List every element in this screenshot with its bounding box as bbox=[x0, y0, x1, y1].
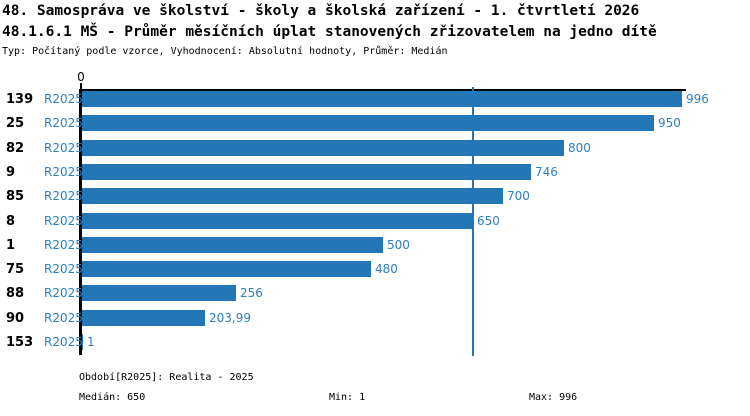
bar-value-label: 203,99 bbox=[209, 311, 251, 325]
median-reference-line bbox=[472, 87, 474, 356]
report-title-line1: 48. Samospráva ve školství - školy a ško… bbox=[2, 3, 640, 19]
bar bbox=[82, 334, 83, 350]
footer-max-label: Max: 996 bbox=[529, 392, 578, 403]
x-axis-origin-tick bbox=[80, 83, 82, 90]
row-series-label: R2025 bbox=[44, 286, 83, 300]
bar-value-label: 950 bbox=[658, 116, 681, 130]
bar-value-label: 700 bbox=[507, 189, 530, 203]
row-category-label: 139 bbox=[6, 92, 34, 107]
row-series-label: R2025 bbox=[44, 214, 83, 228]
bar-value-label: 746 bbox=[535, 165, 558, 179]
row-series-label: R2025 bbox=[44, 165, 83, 179]
footer-period-label: Období[R2025]: Realita - 2025 bbox=[79, 372, 254, 383]
report-title-line2: 48.1.6.1 MŠ - Průměr měsíčních úplat sta… bbox=[2, 24, 657, 40]
bar bbox=[82, 213, 473, 229]
row-series-label: R2025 bbox=[44, 141, 83, 155]
bar-value-label: 650 bbox=[477, 214, 500, 228]
row-category-label: 82 bbox=[6, 141, 25, 156]
report-meta-line: Typ: Počítaný podle vzorce, Vyhodnocení:… bbox=[2, 46, 448, 57]
footer-min-label: Min: 1 bbox=[329, 392, 366, 403]
row-category-label: 8 bbox=[6, 214, 16, 229]
bar-value-label: 256 bbox=[240, 286, 263, 300]
row-series-label: R2025 bbox=[44, 92, 83, 106]
row-category-label: 25 bbox=[6, 116, 25, 131]
bar bbox=[82, 91, 682, 107]
row-series-label: R2025 bbox=[44, 116, 83, 130]
row-category-label: 153 bbox=[6, 335, 34, 350]
bar bbox=[82, 310, 205, 326]
row-series-label: R2025 bbox=[44, 262, 83, 276]
bar bbox=[82, 237, 383, 253]
x-axis-origin-label: 0 bbox=[77, 70, 85, 84]
row-category-label: 75 bbox=[6, 262, 25, 277]
bar-value-label: 500 bbox=[387, 238, 410, 252]
bar-value-label: 800 bbox=[568, 141, 591, 155]
row-series-label: R2025 bbox=[44, 238, 83, 252]
row-category-label: 90 bbox=[6, 311, 25, 326]
row-category-label: 9 bbox=[6, 165, 16, 180]
row-series-label: R2025 bbox=[44, 189, 83, 203]
row-category-label: 1 bbox=[6, 238, 16, 253]
row-series-label: R2025 bbox=[44, 311, 83, 325]
bar bbox=[82, 188, 503, 204]
bar-value-label: 480 bbox=[375, 262, 398, 276]
bar-value-label: 996 bbox=[686, 92, 709, 106]
bar bbox=[82, 164, 531, 180]
x-axis-line bbox=[79, 89, 686, 91]
bar bbox=[82, 261, 371, 277]
y-axis-line bbox=[79, 89, 82, 355]
bar-value-label: 1 bbox=[87, 335, 95, 349]
bar bbox=[82, 115, 654, 131]
row-category-label: 88 bbox=[6, 286, 25, 301]
bar bbox=[82, 140, 564, 156]
row-category-label: 85 bbox=[6, 189, 25, 204]
footer-median-label: Medián: 650 bbox=[79, 392, 146, 403]
bar bbox=[82, 285, 236, 301]
row-series-label: R2025 bbox=[44, 335, 83, 349]
